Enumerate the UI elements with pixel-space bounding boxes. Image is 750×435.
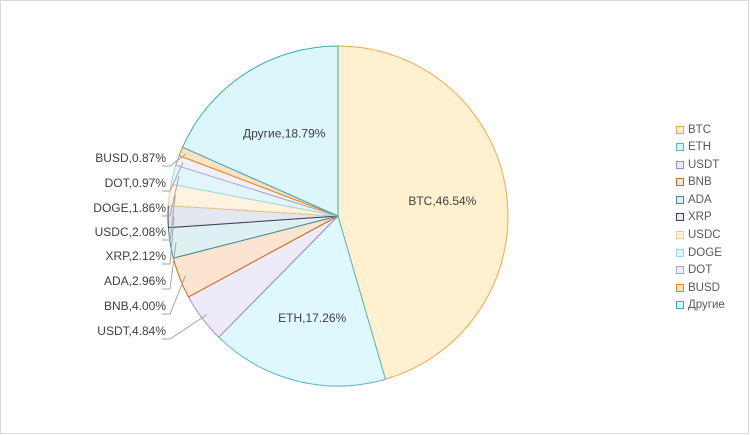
leader-lines [162, 153, 208, 340]
legend-label: DOGE [688, 246, 722, 259]
leader-line-bnb [162, 275, 186, 315]
legend-swatch [676, 266, 684, 275]
legend-swatch [676, 301, 684, 310]
leader-line-usdc [162, 195, 176, 241]
legend-item-ada: ADA [676, 192, 725, 207]
data-labels: BTC,46.54% ETH,17.26% USDT,4.84% BNB,4.00% A… [93, 126, 476, 338]
leader-line-doge [162, 175, 180, 217]
data-label-usdt: USDT,4.84% [97, 324, 166, 338]
pie-slice-eth [218, 215, 387, 387]
legend-item-bnb: BNB [676, 175, 725, 190]
data-label-ada: ADA,2.96% [104, 274, 166, 288]
legend-label: XRP [688, 211, 712, 224]
legend-label: Другие [688, 299, 725, 312]
legend-label: BNB [688, 176, 712, 189]
legend-swatch [676, 143, 684, 152]
legend-swatch [676, 248, 684, 257]
legend-item-usdc: USDC [676, 228, 725, 243]
legend-item-item-10: Другие [676, 298, 725, 313]
data-label-bnb: BNB,4.00% [104, 299, 166, 313]
leader-line-usdt [162, 314, 208, 340]
legend-label: USDT [688, 158, 720, 171]
data-label-usdc: USDC,2.08% [95, 225, 167, 239]
legend-swatch [676, 195, 684, 204]
legend-swatch [676, 178, 684, 187]
legend-item-usdt: USDT [676, 157, 725, 172]
legend-item-dot: DOT [676, 263, 725, 278]
data-label-btc: BTC,46.54% [408, 194, 476, 208]
legend-swatch [676, 231, 684, 240]
data-label-doge: DOGE,1.86% [93, 201, 166, 215]
leader-line-busd [162, 153, 187, 167]
legend-swatch [676, 213, 684, 222]
legend-label: BUSD [688, 281, 720, 294]
legend-item-btc: BTC [676, 122, 725, 137]
legend-item-busd: BUSD [676, 280, 725, 295]
pie-slices [167, 45, 509, 387]
leader-line-dot [162, 162, 184, 192]
legend-swatch [676, 283, 684, 292]
legend-item-doge: DOGE [676, 245, 725, 260]
legend-label: DOT [688, 264, 713, 277]
legend-swatch [676, 125, 684, 134]
data-label-item-10: Другие,18.79% [243, 126, 326, 140]
leader-line-xrp [162, 216, 175, 265]
data-label-eth: ETH,17.26% [278, 311, 346, 325]
pie-slice-item-10 [181, 45, 339, 217]
leader-line-ada [162, 241, 177, 290]
legend: BTC ETH USDT BNB ADA XRP USDC DOGE DOT BUSD Другие [676, 122, 725, 313]
legend-label: ETH [688, 141, 711, 154]
legend-item-eth: ETH [676, 140, 725, 155]
legend-swatch [676, 160, 684, 169]
data-label-xrp: XRP,2.12% [106, 249, 167, 263]
legend-label: USDC [688, 229, 721, 242]
data-label-dot: DOT,0.97% [105, 176, 167, 190]
pie-slice-btc [337, 45, 509, 380]
legend-label: BTC [688, 123, 711, 136]
legend-label: ADA [688, 193, 712, 206]
legend-item-xrp: XRP [676, 210, 725, 225]
data-label-busd: BUSD,0.87% [95, 151, 166, 165]
